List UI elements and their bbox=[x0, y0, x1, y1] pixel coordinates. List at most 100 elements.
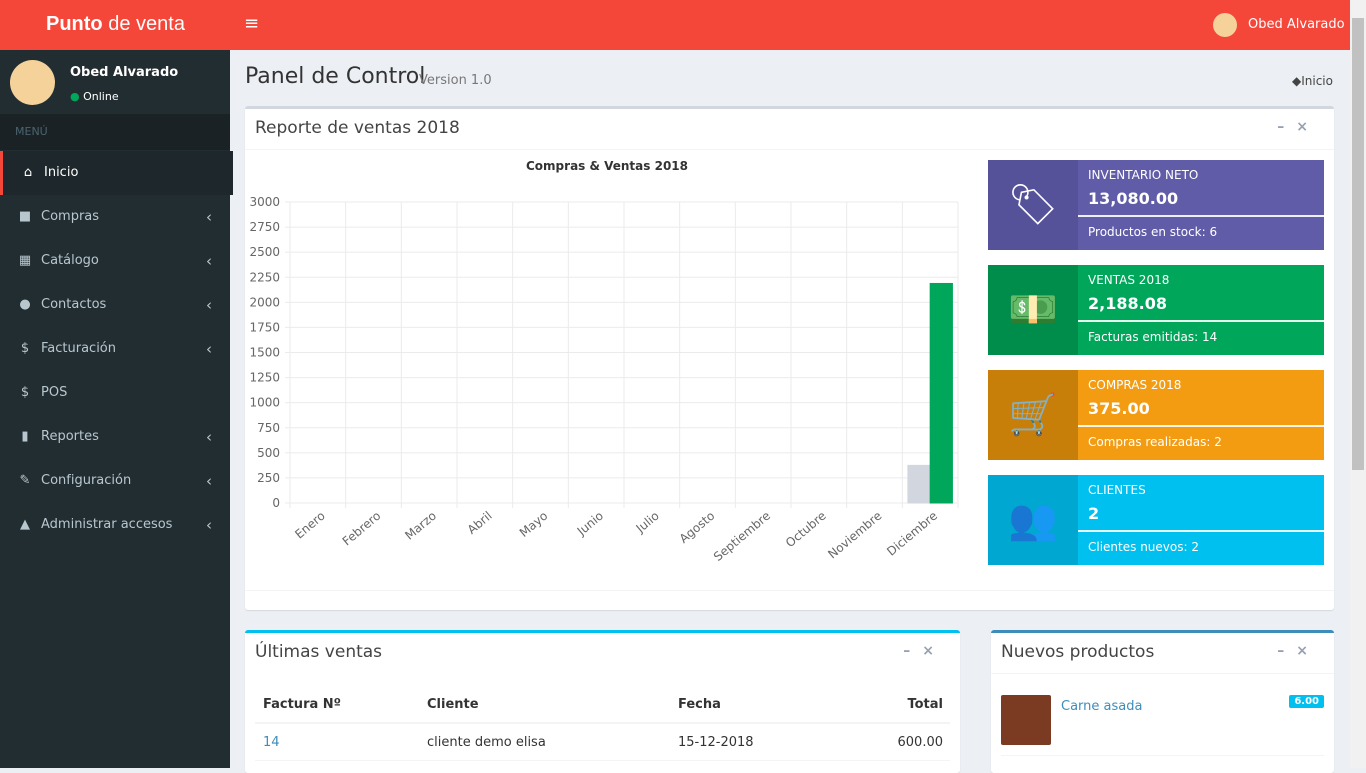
x-tick-label: Septiembre bbox=[711, 509, 773, 564]
menu-header: MENÚ bbox=[0, 114, 230, 150]
y-tick-label: 2750 bbox=[249, 220, 280, 234]
menu-toggle[interactable]: ≡ bbox=[244, 13, 260, 34]
info-icon: 👥 bbox=[988, 475, 1078, 565]
brand[interactable]: Punto de venta bbox=[46, 13, 185, 36]
box-tools[interactable]: –× bbox=[903, 643, 946, 659]
x-tick-label: Enero bbox=[292, 509, 327, 542]
x-tick-label: Octubre bbox=[783, 509, 829, 551]
menu-label: Contactos bbox=[41, 297, 107, 312]
brand-bold: Punto bbox=[46, 13, 103, 35]
info-icon: 💵 bbox=[988, 265, 1078, 355]
divider bbox=[245, 590, 1334, 591]
price-badge: 6.00 bbox=[1289, 695, 1324, 708]
info-footer: Productos en stock: 6 bbox=[1088, 225, 1218, 239]
info-value: 2,188.08 bbox=[1088, 294, 1167, 313]
y-tick-label: 3000 bbox=[249, 195, 280, 209]
y-tick-label: 250 bbox=[257, 471, 280, 485]
chart: Compras & Ventas 2018 0 250 500 750 1000 1250… bbox=[249, 159, 959, 564]
y-tick-label: 2000 bbox=[249, 295, 280, 309]
sidebar-avatar bbox=[10, 60, 55, 105]
box-title: Nuevos productos bbox=[1001, 642, 1155, 662]
sidebar-user: Obed Alvarado bbox=[70, 65, 179, 80]
th: Factura Nº bbox=[263, 697, 341, 712]
info-box: 🛒 COMPRAS 2018 375.00 Compras realizadas: 2 bbox=[988, 370, 1324, 460]
y-tick-label: 1000 bbox=[249, 396, 280, 410]
sidebar: Obed Alvarado ● Online MENÚ ⌂ Inicio ■ Com… bbox=[0, 50, 233, 768]
x-tick-label: Mayo bbox=[517, 509, 551, 540]
x-tick-label: Diciembre bbox=[884, 509, 940, 559]
info-label: VENTAS 2018 bbox=[1088, 273, 1170, 287]
scrollbar[interactable] bbox=[1350, 0, 1366, 768]
menu-item[interactable]: ✎ Configuración ‹ bbox=[0, 459, 230, 503]
info-label: CLIENTES bbox=[1088, 483, 1146, 497]
info-footer: Clientes nuevos: 2 bbox=[1088, 540, 1199, 554]
info-value: 2 bbox=[1088, 504, 1100, 523]
menu-item[interactable]: $ Facturación ‹ bbox=[0, 327, 230, 371]
info-footer: Facturas emitidas: 14 bbox=[1088, 330, 1218, 344]
x-tick-label: Noviembre bbox=[825, 509, 884, 562]
info-icon: 🛒 bbox=[988, 370, 1078, 460]
menu-item[interactable]: $ POS bbox=[0, 371, 230, 415]
info-label: COMPRAS 2018 bbox=[1088, 378, 1182, 392]
td: cliente demo elisa bbox=[427, 735, 546, 750]
menu-item[interactable]: ▮ Reportes ‹ bbox=[0, 415, 230, 459]
menu-label: Administrar accesos bbox=[41, 517, 173, 532]
y-tick-label: 0 bbox=[272, 496, 280, 510]
products-box: Nuevos productos –× Carne asada 6.00 bbox=[991, 630, 1334, 773]
user-menu[interactable]: Obed Alvarado bbox=[1248, 17, 1345, 32]
invoice-link[interactable]: 14 bbox=[263, 735, 280, 750]
breadcrumb-text: Inicio bbox=[1301, 74, 1333, 88]
th: Total bbox=[907, 697, 943, 712]
top-bar: Punto de venta ≡ Obed Alvarado bbox=[0, 0, 1366, 50]
box-title: Reporte de ventas 2018 bbox=[255, 118, 460, 138]
info-box: 💵 VENTAS 2018 2,188.08 Facturas emitidas: 1… bbox=[988, 265, 1324, 355]
y-tick-label: 2500 bbox=[249, 245, 280, 259]
x-tick-label: Agosto bbox=[677, 509, 718, 546]
status-text: Online bbox=[83, 90, 119, 103]
info-value: 375.00 bbox=[1088, 399, 1150, 418]
x-tick-label: Febrero bbox=[340, 509, 384, 549]
y-tick-label: 1750 bbox=[249, 320, 280, 334]
menu-label: Inicio bbox=[44, 165, 79, 180]
y-tick-label: 1500 bbox=[249, 346, 280, 360]
menu-label: POS bbox=[41, 385, 68, 400]
y-tick-label: 500 bbox=[257, 446, 280, 460]
info-box: 🏷 INVENTARIO NETO 13,080.00 Productos en st… bbox=[988, 160, 1324, 250]
bar bbox=[929, 282, 953, 504]
info-icon: 🏷 bbox=[988, 160, 1078, 250]
y-tick-label: 2250 bbox=[249, 270, 280, 284]
th: Cliente bbox=[427, 697, 479, 712]
sales-box: Últimas ventas –× Factura Nº Cliente Fec… bbox=[245, 630, 960, 773]
divider bbox=[255, 722, 950, 724]
menu-header-text: MENÚ bbox=[15, 125, 48, 138]
box-tools[interactable]: –× bbox=[1277, 119, 1320, 135]
menu-label: Compras bbox=[41, 209, 100, 224]
product-image bbox=[1001, 695, 1051, 745]
menu-item[interactable]: ● Contactos ‹ bbox=[0, 283, 230, 327]
menu-item[interactable]: ■ Compras ‹ bbox=[0, 195, 230, 239]
x-tick-label: Marzo bbox=[402, 509, 439, 543]
breadcrumb[interactable]: ◆Inicio bbox=[1292, 74, 1333, 88]
product-link[interactable]: Carne asada bbox=[1061, 699, 1143, 714]
divider bbox=[255, 760, 950, 761]
bar bbox=[907, 464, 931, 504]
x-tick-label: Abril bbox=[465, 509, 495, 537]
box-tools[interactable]: –× bbox=[1277, 643, 1320, 659]
box-title: Últimas ventas bbox=[255, 642, 383, 662]
menu-item[interactable]: ▲ Administrar accesos ‹ bbox=[0, 503, 230, 547]
menu-item[interactable]: ▦ Catálogo ‹ bbox=[0, 239, 230, 283]
td: 15-12-2018 bbox=[678, 735, 754, 750]
x-tick-label: Julio bbox=[633, 509, 662, 537]
menu-item[interactable]: ⌂ Inicio bbox=[0, 151, 233, 195]
chart-title: Compras & Ventas 2018 bbox=[526, 159, 688, 173]
td: 600.00 bbox=[897, 735, 944, 750]
user-avatar bbox=[1213, 13, 1237, 37]
brand-rest: de venta bbox=[108, 13, 185, 35]
menu-label: Reportes bbox=[41, 429, 99, 444]
divider bbox=[245, 149, 1334, 150]
info-box: 👥 CLIENTES 2 Clientes nuevos: 2 bbox=[988, 475, 1324, 565]
y-tick-label: 1250 bbox=[249, 371, 280, 385]
th: Fecha bbox=[678, 697, 721, 712]
